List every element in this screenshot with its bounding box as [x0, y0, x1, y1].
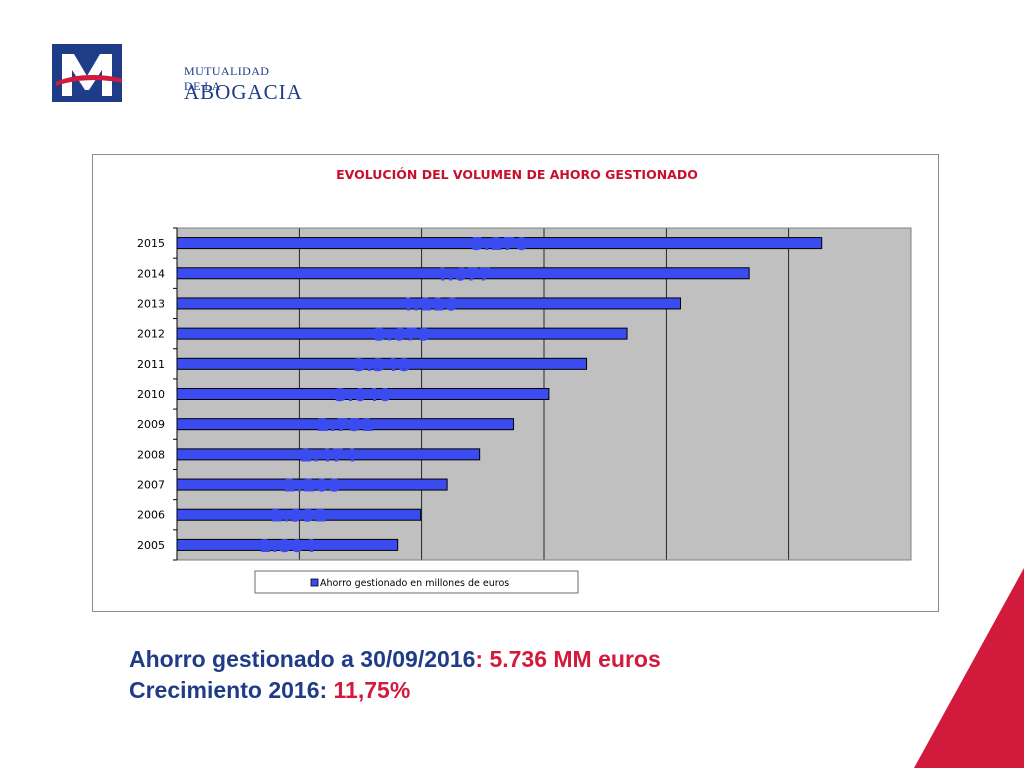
data-label: 2.474 — [300, 445, 357, 466]
bar — [176, 237, 823, 250]
bar — [176, 418, 515, 431]
y-tick-label: 2013 — [137, 297, 165, 310]
managed-savings-value: : 5.736 MM euros — [475, 646, 661, 672]
data-label: 3.348 — [353, 355, 410, 376]
y-tick-label: 2005 — [137, 539, 165, 552]
data-label: 3.040 — [334, 385, 391, 406]
bar — [176, 538, 399, 551]
mutualidad-logo-mark-icon — [52, 44, 122, 102]
data-label: 1.992 — [270, 506, 327, 527]
growth-value: 11,75% — [333, 677, 411, 703]
y-tick-label: 2006 — [137, 509, 165, 522]
summary-line-1: Ahorro gestionado a 30/09/2016: 5.736 MM… — [129, 644, 661, 675]
legend-swatch — [310, 578, 319, 587]
data-label: 1.804 — [259, 536, 316, 557]
bar — [176, 388, 550, 400]
y-tick-label: 2010 — [137, 388, 165, 401]
y-tick-label: 2008 — [137, 448, 165, 461]
y-tick-label: 2011 — [137, 358, 165, 371]
summary-block: Ahorro gestionado a 30/09/2016: 5.736 MM… — [129, 644, 661, 706]
data-label: 5.270 — [471, 234, 528, 255]
y-tick-label: 2014 — [137, 267, 165, 280]
growth-label: Crecimiento 2016: — [129, 677, 334, 703]
logo-text-line1: MUTUALIDAD DE LA — [184, 64, 270, 93]
bar — [176, 357, 588, 370]
savings-bar-chart: EVOLUCIÓN DEL VOLUMEN DE AHORO GESTIONAD… — [137, 167, 912, 594]
summary-line-2: Crecimiento 2016: 11,75% — [129, 675, 661, 706]
data-label: 3.679 — [374, 325, 431, 346]
bar — [176, 448, 481, 461]
y-tick-label: 2012 — [137, 328, 165, 341]
data-label: 2.208 — [284, 476, 341, 497]
legend-label: Ahorro gestionado en millones de euros — [320, 578, 509, 589]
corner-decoration — [914, 568, 1024, 768]
y-tick-label: 2015 — [137, 237, 165, 250]
chart-frame: EVOLUCIÓN DEL VOLUMEN DE AHORO GESTIONAD… — [92, 154, 939, 612]
bar — [176, 478, 448, 491]
legend-box — [254, 570, 579, 594]
data-label: 4.677 — [435, 264, 492, 285]
bar — [176, 508, 422, 521]
data-label: 4.116 — [400, 294, 457, 315]
mutualidad-logo: MUTUALIDAD DE LA ABOGACIA — [52, 44, 302, 104]
logo-text-line2: ABOGACIA — [184, 80, 303, 104]
bar — [176, 327, 628, 340]
data-label: 2.751 — [317, 415, 374, 436]
bar — [176, 297, 682, 310]
bar — [176, 267, 750, 280]
y-tick-label: 2009 — [137, 418, 165, 431]
chart-legend: Ahorro gestionado en millones de euros — [254, 570, 579, 594]
managed-savings-label: Ahorro gestionado a 30/09/2016 — [129, 646, 476, 672]
chart-title: EVOLUCIÓN DEL VOLUMEN DE AHORO GESTIONAD… — [336, 167, 698, 182]
y-tick-label: 2007 — [137, 479, 165, 492]
